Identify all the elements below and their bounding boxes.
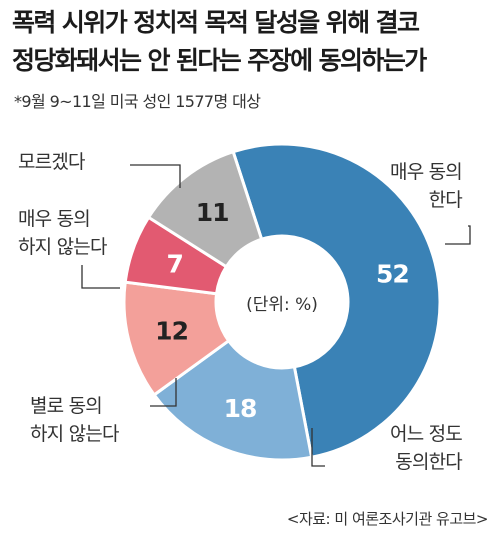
donut-slices (122, 142, 442, 462)
leader-line-4 (130, 164, 181, 188)
title-line-2: 정당화돼서는 안 된다는 주장에 동의하는가 (12, 46, 427, 75)
category-label-line: 하지 않는다 (30, 423, 119, 445)
category-label-line: 어느 정도 (390, 423, 462, 445)
leader-line-3 (81, 265, 120, 289)
value-label-0: 52 (376, 260, 409, 289)
unit-label: (단위: %) (246, 295, 318, 315)
category-label-4: 모르겠다 (18, 151, 85, 173)
source-note: <자료: 미 여론조사기관 유고브> (286, 510, 489, 528)
leader-line-1 (311, 428, 325, 467)
value-label-1: 18 (224, 394, 257, 423)
slice-0 (231, 142, 442, 459)
category-label-line: 동의한다 (395, 451, 462, 473)
title-line-1: 폭력 시위가 정치적 목적 달성을 위해 결코 (12, 8, 420, 37)
chart-title: 폭력 시위가 정치적 목적 달성을 위해 결코 정당화돼서는 안 된다는 주장에… (12, 4, 492, 80)
leader-line-2 (150, 378, 177, 407)
value-label-3: 7 (167, 249, 183, 278)
leader-lines (81, 164, 471, 467)
slice-4 (146, 149, 264, 269)
slice-1 (152, 338, 314, 462)
chart-subtitle: *9월 9~11일 미국 성인 1577명 대상 (14, 92, 261, 111)
value-label-2: 12 (155, 316, 188, 345)
value-label-4: 11 (196, 198, 229, 227)
category-label-line: 매우 동의 (390, 161, 462, 183)
category-label-line: 매우 동의 (18, 208, 90, 230)
category-label-line: 하지 않는다 (18, 236, 107, 258)
category-label-line: 모르겠다 (18, 151, 85, 173)
leader-line-0 (445, 225, 471, 245)
category-label-line: 별로 동의 (30, 395, 102, 417)
category-label-line: 한다 (429, 189, 463, 211)
value-labels: 52 18 12 7 11 (155, 198, 410, 423)
